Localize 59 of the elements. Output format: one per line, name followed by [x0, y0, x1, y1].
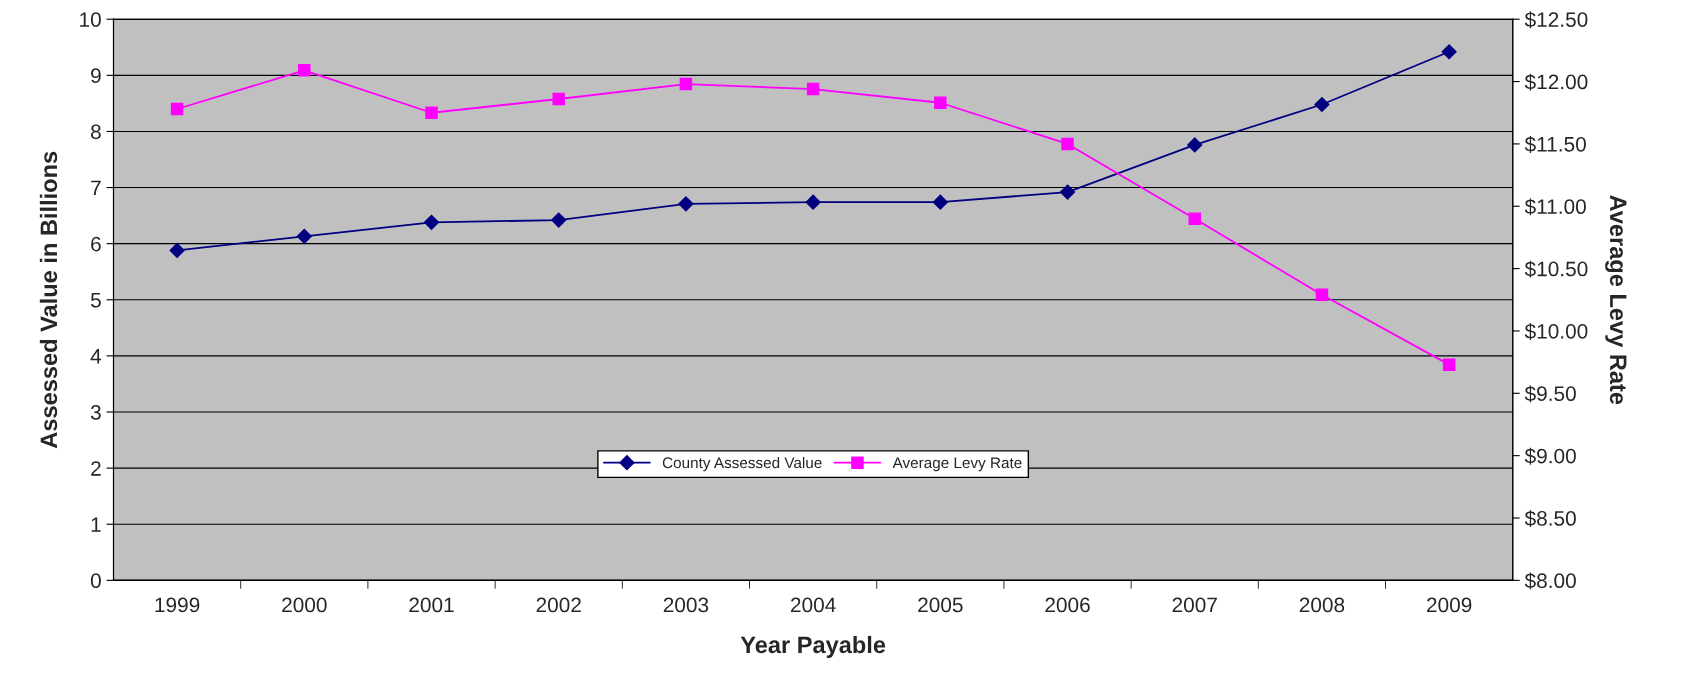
point: [1188, 212, 1201, 225]
y-axis-title: Assessed Value in Billions: [39, 151, 58, 449]
y-tick-label: 0: [90, 573, 101, 589]
x-axis-title: Year Payable: [740, 635, 886, 658]
y2-tick-label: $8.00: [1524, 572, 1576, 590]
y-tick-label: 10: [80, 12, 101, 27]
y2-tick-label: $9.50: [1524, 385, 1576, 403]
point: [678, 196, 694, 212]
y-tick-label: 5: [90, 293, 101, 308]
x-tick-label: 2001: [409, 597, 454, 613]
legend-label: Average Levy Rate: [892, 457, 1022, 472]
x-tick-label: 2003: [663, 597, 709, 613]
point: [425, 106, 438, 119]
point: [170, 102, 184, 116]
point: [806, 82, 820, 96]
point: [551, 212, 567, 228]
x-tick-label: 2009: [1427, 597, 1472, 613]
point: [298, 64, 311, 77]
x-tick-label: 2007: [1172, 597, 1217, 613]
y-tick-label: 3: [90, 405, 101, 420]
y2-tick-label: $12.00: [1524, 73, 1588, 91]
y2-tick-label: $12.50: [1524, 11, 1588, 29]
point: [805, 194, 821, 210]
y-tick-label: 1: [91, 517, 101, 532]
y2-tick-label: $8.50: [1524, 510, 1576, 527]
y-tick-label: 2: [91, 461, 101, 476]
point: [423, 214, 440, 230]
point: [169, 242, 185, 258]
x-tick-label: 2002: [536, 597, 581, 613]
point: [1059, 184, 1076, 200]
y-tick-label: 8: [91, 124, 101, 140]
y2-axis-title: Average Levy Rate: [1605, 195, 1627, 405]
point: [934, 96, 947, 110]
point: [1061, 137, 1074, 151]
y2-tick-label: $10.50: [1524, 260, 1588, 278]
legend-label: County Assessed Value: [662, 456, 822, 472]
point: [552, 92, 565, 106]
x-tick-label: 2006: [1045, 597, 1090, 613]
y2-tick-label: $9.00: [1524, 447, 1576, 465]
point: [1314, 96, 1330, 113]
y-tick-label: 9: [91, 68, 101, 84]
y-tick-label: 7: [91, 180, 101, 196]
x-tick-label: 2005: [918, 597, 963, 613]
point: [1187, 137, 1203, 153]
point: [932, 194, 948, 210]
x-tick-label: 1999: [155, 597, 200, 613]
y2-tick-label: $11.50: [1524, 136, 1586, 153]
x-tick-label: 2008: [1299, 597, 1345, 613]
point: [296, 228, 312, 244]
x-tick-label: 2004: [791, 597, 836, 613]
point: [1441, 44, 1457, 60]
point: [1315, 288, 1329, 302]
point: [1442, 358, 1456, 371]
y2-tick-label: $10.00: [1524, 323, 1588, 340]
y2-tick-label: $11.00: [1524, 198, 1586, 216]
y-tick-label: 6: [91, 236, 101, 252]
x-tick-label: 2000: [282, 597, 327, 613]
y-tick-label: 4: [90, 349, 102, 364]
point: [679, 77, 693, 91]
